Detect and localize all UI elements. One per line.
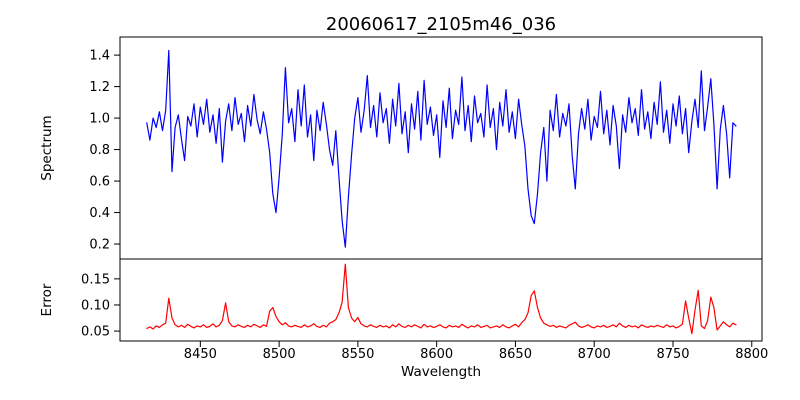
error-y-tick-label: 0.15: [81, 272, 110, 287]
spectrum-y-tick-label: 1.2: [89, 80, 110, 95]
x-tick-label: 8750: [656, 347, 689, 362]
series-layer: [146, 49, 737, 335]
x-tick-label: 8800: [735, 347, 768, 362]
spectrum-y-tick-label: 0.2: [89, 238, 110, 253]
error-axes-border: [119, 258, 763, 342]
spectrum-y-tick-label: 0.8: [89, 143, 110, 158]
error-y-tick-label: 0.10: [81, 298, 110, 313]
spectrum-line: [146, 49, 737, 248]
x-tick-label: 8600: [420, 347, 453, 362]
x-tick-label: 8700: [578, 347, 611, 362]
x-axis-label: Wavelength: [400, 364, 482, 380]
spectrum-y-tick-label: 1.4: [89, 49, 110, 64]
error-y-tick-label: 0.05: [81, 325, 110, 340]
chart-title: 20060617_2105m46_036: [325, 14, 557, 35]
spectrum-y-tick-label: 1.0: [89, 112, 110, 127]
spectrum-y-tick-label: 0.4: [89, 206, 110, 221]
x-tick-label: 8550: [341, 347, 374, 362]
spectrum-y-tick-label: 0.6: [89, 175, 110, 190]
x-tick-label: 8450: [184, 347, 217, 362]
spectrum-axes-border: [119, 36, 763, 260]
error-line: [146, 263, 737, 335]
axes-layer: 0.2 0.4 0.6 0.8 1.0 1.2 1.4 0.05 0.10 0.15 8450 850…: [81, 36, 768, 362]
x-tick-label: 8500: [263, 347, 296, 362]
x-tick-label: 8650: [499, 347, 532, 362]
